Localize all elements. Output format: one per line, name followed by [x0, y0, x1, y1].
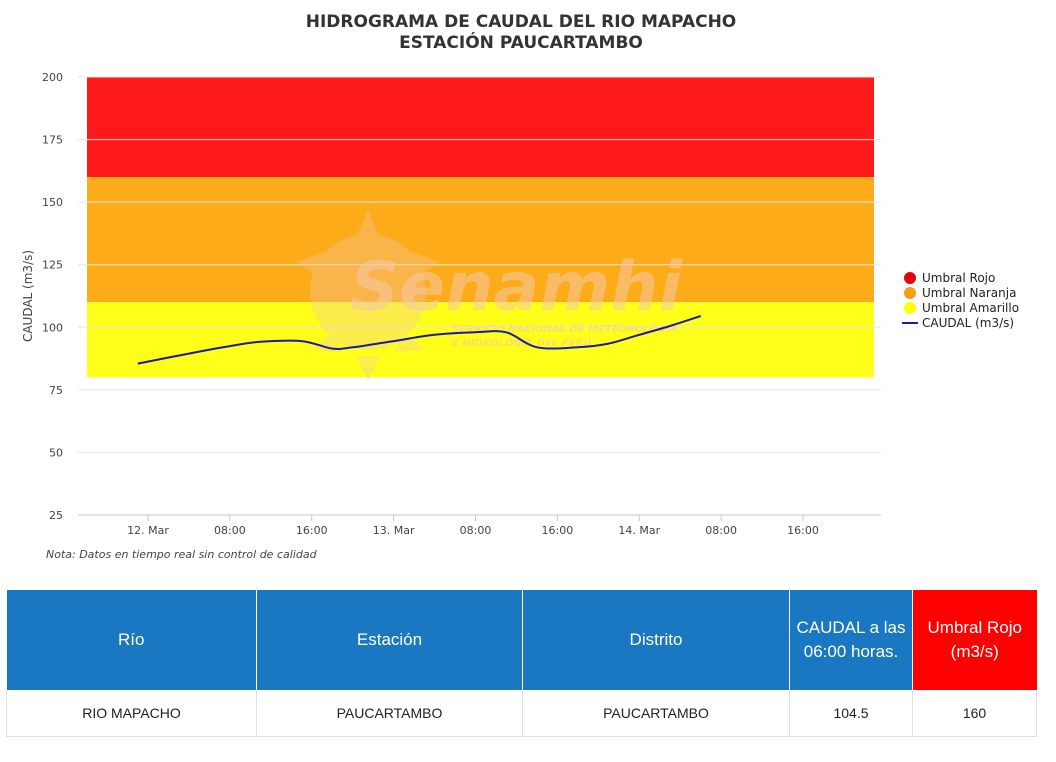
- chart-subtitle: ESTACIÓN PAUCARTAMBO: [399, 31, 643, 53]
- y-tick-label: 200: [42, 71, 63, 84]
- hydrograph-chart: HIDROGRAMA DE CAUDAL DEL RIO MAPACHO EST…: [21, 12, 1019, 561]
- threshold-bands: [87, 77, 874, 378]
- station-info-table: Río Estación Distrito CAUDAL a las 06:00…: [6, 590, 1037, 737]
- y-tick-label: 125: [42, 259, 63, 272]
- cell-umbral-rojo: 160: [912, 690, 1037, 737]
- x-tick-label: 14. Mar: [618, 524, 660, 537]
- watermark-line1: SERVICIO NACIONAL DE METEOROLOGÍA: [452, 322, 678, 335]
- y-tick-label: 25: [49, 509, 63, 522]
- table-row: RIO MAPACHO PAUCARTAMBO PAUCARTAMBO 104.…: [6, 690, 1037, 737]
- senamhi-watermark: Senamhi SERVICIO NACIONAL DE METEOROLOGÍ…: [296, 210, 684, 382]
- legend-marker-umbral-rojo: [904, 272, 916, 284]
- table-header-row: Río Estación Distrito CAUDAL a las 06:00…: [6, 590, 1037, 690]
- x-tick-label: 08:00: [214, 524, 246, 537]
- cell-rio: RIO MAPACHO: [6, 690, 257, 737]
- x-tick-label: 13. Mar: [373, 524, 415, 537]
- legend-label-caudal-m3-s: CAUDAL (m3/s): [922, 316, 1014, 330]
- header-distrito: Distrito: [522, 590, 790, 690]
- y-axis-label: CAUDAL (m3/s): [21, 250, 35, 342]
- band-umbral-amarillo: [87, 302, 874, 378]
- legend-label-umbral-amarillo: Umbral Amarillo: [922, 301, 1019, 315]
- y-tick-label: 175: [42, 134, 63, 147]
- watermark-line2: E HIDROLOGÍA DEL PERÚ: [452, 336, 592, 349]
- header-rio: Río: [6, 590, 257, 690]
- cell-caudal: 104.5: [789, 690, 913, 737]
- watermark-brand: Senamhi: [350, 248, 684, 327]
- series-line-caudal: [137, 315, 702, 365]
- header-caudal: CAUDAL a las 06:00 horas.: [789, 590, 913, 690]
- grid-lines: [78, 76, 881, 453]
- x-tick-label: 08:00: [460, 524, 492, 537]
- legend-label-umbral-naranja: Umbral Naranja: [922, 286, 1016, 300]
- cell-estacion: PAUCARTAMBO: [256, 690, 523, 737]
- x-tick-label: 12. Mar: [127, 524, 169, 537]
- chart-title: HIDROGRAMA DE CAUDAL DEL RIO MAPACHO: [306, 12, 737, 32]
- x-tick-label: 16:00: [787, 524, 819, 537]
- y-tick-label: 50: [49, 446, 63, 459]
- x-tick-label: 16:00: [542, 524, 574, 537]
- header-umbral-rojo: Umbral Rojo (m3/s): [912, 590, 1037, 690]
- x-axis-ticks: 12. Mar 08:00 16:00 13. Mar 08:00 16:00 14. Ma…: [127, 515, 819, 537]
- legend-marker-umbral-naranja: [904, 287, 916, 299]
- chart-note: Nota: Datos en tiempo real sin control d…: [46, 548, 318, 561]
- y-tick-label: 100: [42, 321, 63, 334]
- x-tick-label: 08:00: [705, 524, 737, 537]
- legend-label-umbral-rojo: Umbral Rojo: [922, 271, 995, 285]
- x-tick-label: 16:00: [296, 524, 328, 537]
- legend-marker-umbral-amarillo: [904, 302, 916, 314]
- y-tick-label: 75: [49, 384, 63, 397]
- header-estacion: Estación: [256, 590, 523, 690]
- band-umbral-naranja: [87, 177, 874, 303]
- y-axis-ticks: 200 175 150 125 100 75 50 25: [42, 71, 63, 522]
- sun-logo-watermark: [296, 210, 440, 382]
- y-tick-label: 150: [42, 196, 63, 209]
- cell-distrito: PAUCARTAMBO: [522, 690, 790, 737]
- band-umbral-rojo: [87, 77, 874, 178]
